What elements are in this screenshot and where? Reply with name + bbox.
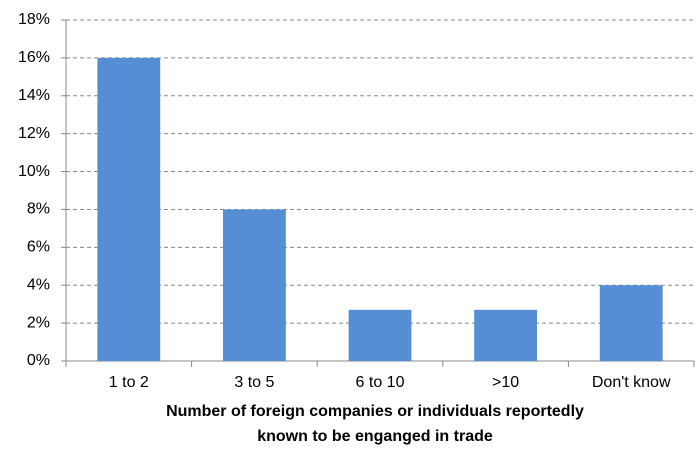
y-tick-label: 14% [18,87,50,104]
bar [223,209,286,361]
x-axis-title: known to be enganged in trade [257,428,493,445]
y-tick-label: 18% [18,11,50,28]
y-tick-label: 8% [27,201,50,218]
bar [474,309,537,361]
y-tick-label: 0% [27,352,50,369]
y-tick-label: 2% [27,314,50,331]
x-tick-label: 6 to 10 [356,374,405,391]
bar [599,285,663,361]
x-tick-label: 3 to 5 [234,374,274,391]
x-tick-label: 1 to 2 [109,374,149,391]
y-tick-label: 6% [27,239,50,256]
y-tick-label: 16% [18,49,50,66]
y-tick-label: 4% [27,276,50,293]
y-tick-label: 12% [18,125,50,142]
x-axis-title: Number of foreign companies or individua… [166,403,584,420]
x-tick-label: Don't know [592,374,671,391]
y-tick-label: 10% [18,163,50,180]
bar [348,309,412,361]
bar [97,57,161,362]
x-tick-label: >10 [492,374,519,391]
